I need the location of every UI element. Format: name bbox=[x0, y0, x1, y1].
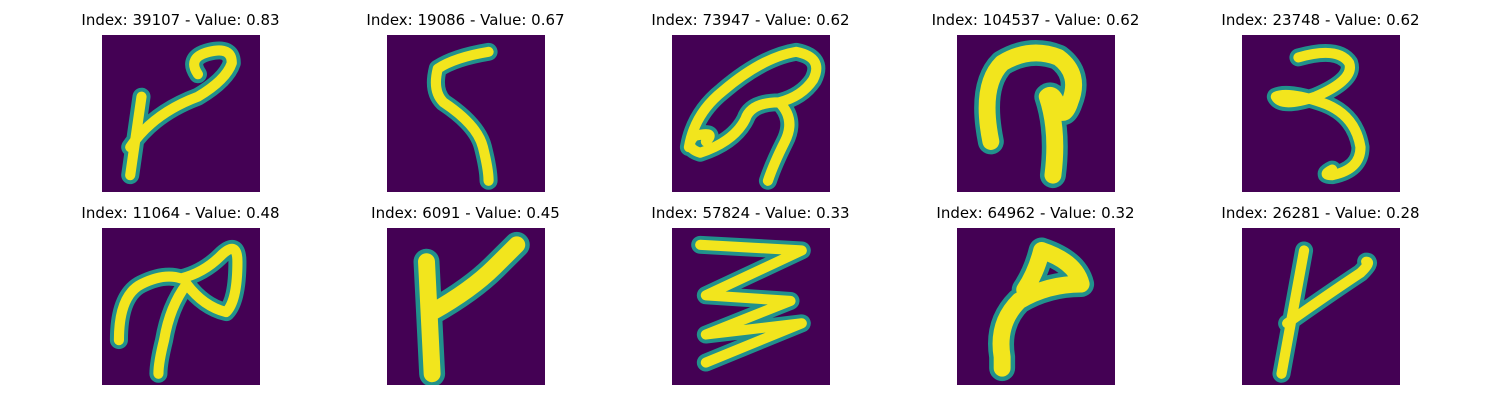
sample-panel-7: Index: 6091 - Value: 0.45 bbox=[323, 193, 608, 385]
sample-image-2 bbox=[387, 35, 545, 192]
sample-title-7: Index: 6091 - Value: 0.45 bbox=[371, 204, 560, 222]
sample-image-4 bbox=[957, 35, 1115, 192]
sample-title-10: Index: 26281 - Value: 0.28 bbox=[1221, 204, 1420, 222]
sample-image-3 bbox=[672, 35, 830, 192]
sample-panel-3: Index: 73947 - Value: 0.62 bbox=[608, 0, 893, 192]
sample-title-6: Index: 11064 - Value: 0.48 bbox=[81, 204, 280, 222]
sample-title-4: Index: 104537 - Value: 0.62 bbox=[931, 11, 1140, 29]
sample-panel-1: Index: 39107 - Value: 0.83 bbox=[38, 0, 323, 192]
sample-title-2: Index: 19086 - Value: 0.67 bbox=[366, 11, 565, 29]
sample-panel-6: Index: 11064 - Value: 0.48 bbox=[38, 193, 323, 385]
sample-image-8 bbox=[672, 228, 830, 385]
sample-image-10 bbox=[1242, 228, 1400, 385]
sample-panel-2: Index: 19086 - Value: 0.67 bbox=[323, 0, 608, 192]
sample-panel-9: Index: 64962 - Value: 0.32 bbox=[893, 193, 1178, 385]
sample-title-1: Index: 39107 - Value: 0.83 bbox=[81, 11, 280, 29]
sample-title-8: Index: 57824 - Value: 0.33 bbox=[651, 204, 850, 222]
sample-image-7 bbox=[387, 228, 545, 385]
sample-title-3: Index: 73947 - Value: 0.62 bbox=[651, 11, 850, 29]
sample-image-1 bbox=[102, 35, 260, 192]
sample-title-5: Index: 23748 - Value: 0.62 bbox=[1221, 11, 1420, 29]
sample-image-9 bbox=[957, 228, 1115, 385]
sample-panel-5: Index: 23748 - Value: 0.62 bbox=[1178, 0, 1463, 192]
sample-panel-8: Index: 57824 - Value: 0.33 bbox=[608, 193, 893, 385]
sample-panel-4: Index: 104537 - Value: 0.62 bbox=[893, 0, 1178, 192]
sample-panel-10: Index: 26281 - Value: 0.28 bbox=[1178, 193, 1463, 385]
sample-title-9: Index: 64962 - Value: 0.32 bbox=[936, 204, 1135, 222]
sample-image-5 bbox=[1242, 35, 1400, 192]
sample-image-6 bbox=[102, 228, 260, 385]
